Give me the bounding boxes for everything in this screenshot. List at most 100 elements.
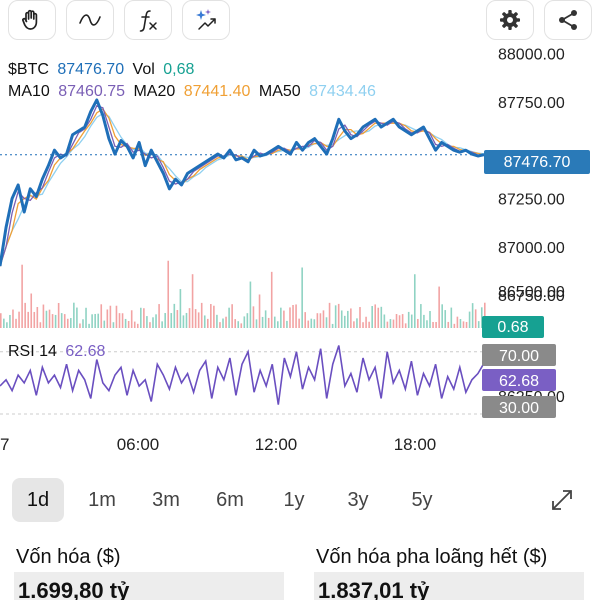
volume-bar [73, 302, 75, 328]
price-axis: 88000.00 87750.00 87250.00 87000.00 86750.00 [498, 47, 565, 305]
range-tabs: 1d 1m 3m 6m 1y 3y 5y [0, 478, 600, 522]
rsi-line [0, 345, 485, 405]
volume-bar [188, 308, 191, 328]
rsi-lower-badge [482, 396, 556, 418]
volume-bar [316, 313, 319, 328]
volume-bar [88, 323, 90, 328]
volume-bar [353, 321, 355, 328]
curve-icon [79, 14, 101, 26]
rsi-lower-badge-text: 30.00 [499, 400, 539, 417]
share-button[interactable] [544, 0, 592, 40]
volume-bar [298, 318, 300, 328]
volume-bar [325, 317, 328, 328]
tab-3m[interactable]: 3m [152, 488, 180, 511]
price-chart[interactable]: $BTC 87476.70 Vol 0,68 MA10 87460.75 MA2… [0, 44, 600, 464]
volume-bar [255, 319, 258, 328]
time-tick-0: 7 [0, 435, 9, 454]
hand-tool-button[interactable] [8, 0, 56, 40]
volume-bar [441, 304, 443, 328]
auto-pattern-button[interactable] [182, 0, 230, 40]
volume-bar [79, 323, 81, 328]
volume-bar [429, 311, 431, 328]
volume-bar [471, 303, 474, 328]
volume-bar [270, 271, 273, 328]
volume-bar [27, 311, 29, 328]
draw-line-button[interactable] [66, 0, 114, 40]
volume-bar [30, 293, 33, 328]
volume-bar [264, 310, 267, 328]
volume-bar [222, 318, 224, 328]
volume-bar [301, 267, 303, 328]
volume-bar [57, 302, 60, 328]
volume-bar [45, 310, 48, 328]
volume-bar [292, 304, 294, 328]
tab-1y[interactable]: 1y [283, 488, 305, 511]
volume-bar [444, 310, 447, 328]
volume-bar [386, 321, 389, 328]
volume-bar [203, 315, 206, 328]
volume-badge-text: 0.68 [497, 319, 528, 336]
volume-bar [158, 304, 160, 328]
tab-5y[interactable]: 5y [411, 488, 433, 511]
price-tick-2: 87250.00 [498, 191, 565, 208]
volume-bar [468, 311, 471, 328]
volume-bar [63, 314, 66, 328]
rsi-value-badge [482, 369, 556, 391]
volume-bar [371, 306, 373, 328]
volume-bar [322, 310, 325, 328]
volume-bar [170, 313, 173, 328]
volume-bar [48, 309, 51, 328]
volume-bar [280, 307, 282, 328]
volume-bar [261, 316, 264, 328]
price-tick-1: 87750.00 [498, 95, 565, 112]
volume-bar [231, 304, 233, 328]
volume-bar [304, 312, 307, 328]
volume-bar [343, 315, 346, 328]
indicators-button[interactable] [124, 0, 172, 40]
volume-bar [359, 307, 361, 328]
volume-bar [140, 307, 142, 328]
volume-bar [109, 305, 112, 328]
volume-bar [210, 304, 212, 328]
volume-bar [225, 316, 227, 328]
volume-bar [462, 321, 465, 328]
volume-bar [173, 303, 176, 328]
volume-bar [115, 305, 118, 328]
volume-bar [407, 311, 410, 328]
volume-bar [420, 304, 422, 328]
volume-bar [480, 307, 483, 328]
volume-bar [213, 305, 215, 328]
volume-bar [438, 286, 440, 328]
tab-1d[interactable]: 1d [12, 478, 64, 522]
volume-bar [70, 318, 72, 328]
volume-bar [91, 314, 93, 328]
price-axis-partial-tick: 86500.00 [498, 284, 565, 301]
expand-icon[interactable] [548, 486, 576, 514]
volume-bar [42, 304, 45, 328]
volume-bar [310, 318, 313, 328]
time-tick-2: 12:00 [255, 435, 298, 454]
legend-line-2: MA10 87460.75 MA20 87441.40 MA50 87434.4… [8, 83, 376, 100]
volume-bar [450, 307, 453, 328]
volume-bar [12, 309, 14, 328]
volume-bar [237, 321, 240, 328]
tab-6m[interactable]: 6m [216, 488, 244, 511]
tab-3y[interactable]: 3y [347, 488, 369, 511]
current-price-badge-text: 87476.70 [504, 154, 571, 171]
volume-bar [133, 321, 136, 328]
volume-bar [368, 321, 370, 328]
volume-bar [395, 314, 398, 328]
share-icon [559, 10, 577, 30]
tab-1m[interactable]: 1m [88, 488, 116, 511]
volume-bar [39, 322, 42, 328]
rsi-legend: RSI 14 62.68 [8, 343, 106, 360]
volume-bar [459, 319, 462, 328]
settings-button[interactable] [486, 0, 534, 40]
volume-bar [286, 320, 288, 328]
volume-bar [219, 322, 221, 328]
volume-bar [392, 319, 395, 328]
volume-bar [289, 307, 291, 328]
volume-bar [76, 307, 78, 328]
volume-bar [216, 314, 218, 328]
volume-bar [273, 316, 276, 328]
